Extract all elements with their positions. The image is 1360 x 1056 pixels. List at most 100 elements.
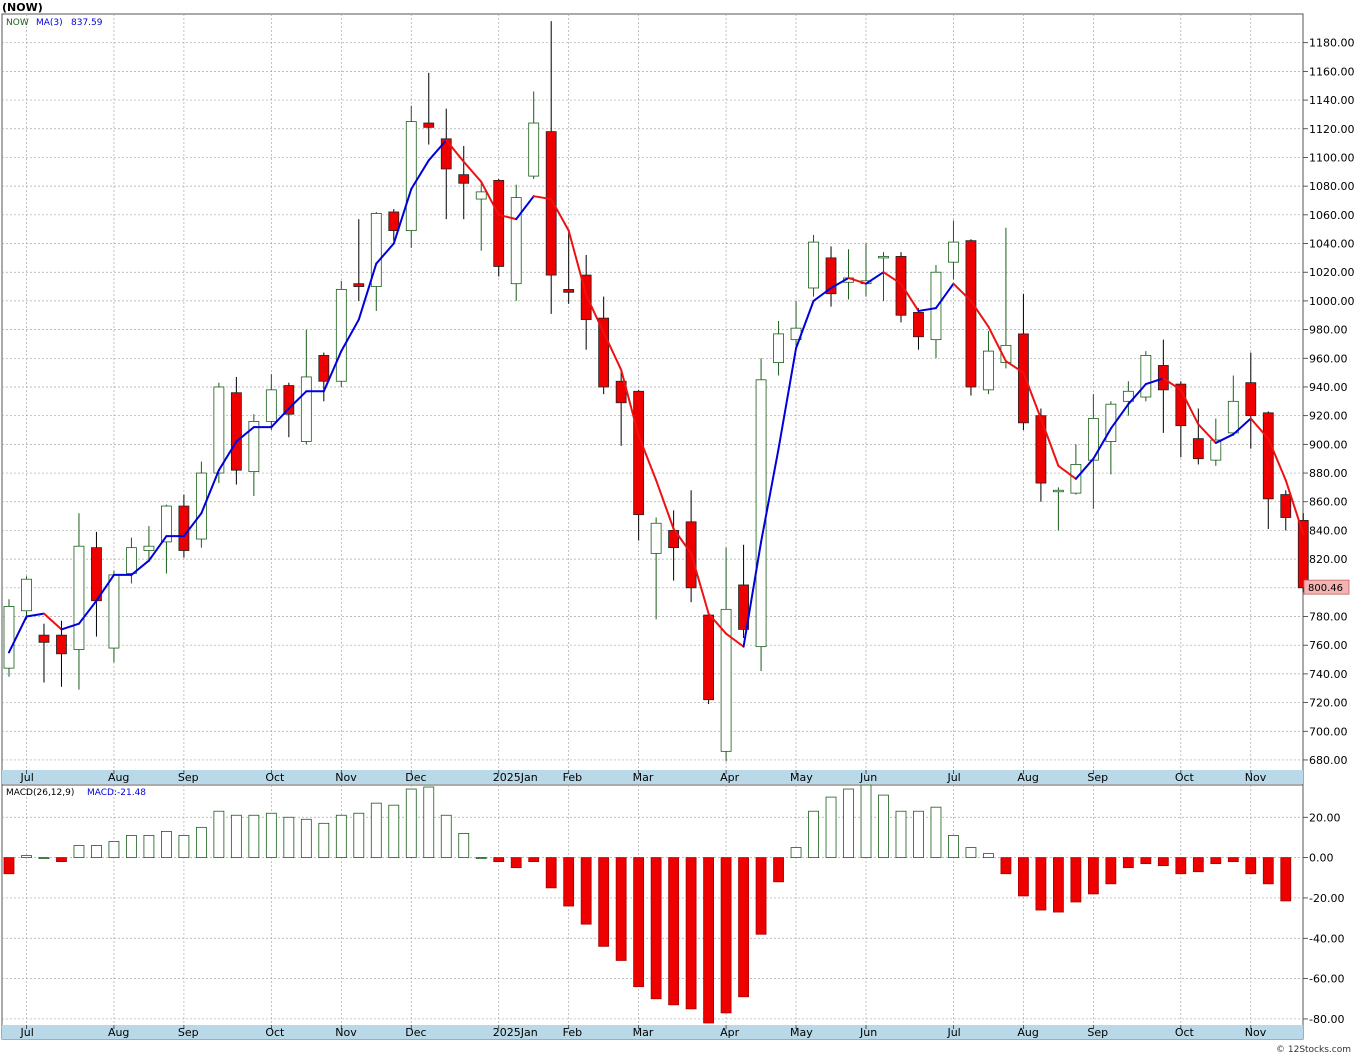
legend-ma-label: MA(3) <box>36 18 63 28</box>
macd-x-tick-label: Jul <box>946 1026 960 1039</box>
ma-segment <box>357 262 378 321</box>
macd-bar-negative <box>633 857 645 988</box>
candle-up <box>73 545 85 650</box>
ma-segment <box>375 242 395 265</box>
macd-bar-positive <box>878 794 889 859</box>
price-y-tick-label: 1160.00 <box>1309 65 1355 78</box>
ma-segment <box>795 299 815 350</box>
macd-y-axis: -80.00 -60.00 -40.00 -20.00 0.00 20.00 <box>1303 811 1344 1026</box>
macd-x-tick-label: Jul <box>19 1026 33 1039</box>
ma-segment <box>1057 464 1077 480</box>
candle-down <box>545 131 557 276</box>
ma-segment <box>952 282 972 302</box>
macd-bar-positive <box>475 857 487 860</box>
ma-segment <box>235 426 255 443</box>
macd-x-tick-label: 2025Jan <box>493 1026 538 1039</box>
macd-x-tick-label: Apr <box>720 1026 740 1039</box>
ma-segment <box>987 325 1007 363</box>
ma-segment <box>1232 417 1252 436</box>
price-y-tick-label: 780.00 <box>1309 611 1348 624</box>
macd-bar-positive <box>860 784 872 859</box>
candle-down <box>1192 438 1204 460</box>
macd-bar-negative <box>1280 857 1292 902</box>
macd-bar-negative <box>615 857 627 961</box>
candle-down <box>563 289 575 293</box>
ma-segment <box>760 447 780 543</box>
macd-bar-positive <box>388 804 400 859</box>
ma-segment <box>515 195 535 221</box>
candle-down <box>178 505 190 551</box>
price-panel: 680.00 700.00 720.00 740.00 760.00 780.00 800.… <box>1 13 1355 786</box>
macd-bar-negative <box>493 857 505 863</box>
macd-x-axis: Jul Aug Sep Oct Nov Dec 2025Jan Feb Mar Apr May Jun… <box>19 1025 1267 1039</box>
macd-bar-positive <box>423 786 435 859</box>
macd-bar-positive <box>38 857 50 860</box>
candle-up <box>335 289 347 382</box>
ma-segment <box>1004 360 1025 374</box>
price-y-tick-label: 1080.00 <box>1309 180 1355 193</box>
price-x-tick-label: Sep <box>1087 771 1108 784</box>
candle-down <box>91 547 102 602</box>
macd-bar-negative <box>1087 857 1099 895</box>
ma-segment <box>707 612 728 635</box>
ma-segment <box>532 195 553 201</box>
candle-down <box>423 122 435 128</box>
candle-down <box>1297 519 1309 589</box>
ma-segment <box>410 159 430 191</box>
macd-bar-positive <box>965 847 977 859</box>
ma-segment <box>725 632 745 648</box>
macd-bar-positive <box>843 788 854 859</box>
macd-x-axis-band <box>2 1025 1303 1039</box>
macd-bar-negative <box>1210 857 1222 865</box>
macd-bar-negative <box>528 857 540 863</box>
ma-segment <box>270 407 290 429</box>
price-x-tick-label: Oct <box>1175 771 1195 784</box>
candle-down <box>965 240 977 388</box>
macd-bar-negative <box>1175 857 1187 875</box>
price-x-tick-label: Feb <box>563 771 582 784</box>
candle-down <box>493 180 505 267</box>
macd-bar-positive <box>948 835 959 859</box>
macd-bar-negative <box>1122 857 1134 869</box>
ma-segment <box>969 299 990 328</box>
price-panel-frame <box>1 13 1304 786</box>
macd-bar-positive <box>335 814 347 859</box>
candle-up <box>161 505 172 543</box>
macd-bar-negative <box>738 857 749 998</box>
macd-bar-positive <box>790 847 802 859</box>
macd-bar-negative <box>720 857 732 1014</box>
macd-bar-positive <box>283 816 295 859</box>
candle-up <box>370 213 382 287</box>
price-y-tick-label: 680.00 <box>1309 754 1348 767</box>
macd-panel: -80.00 -60.00 -40.00 -20.00 0.00 20.00 Jul Aug… <box>1 784 1344 1040</box>
candle-down <box>283 385 295 415</box>
candle-up <box>528 122 540 177</box>
price-x-tick-label: Aug <box>1017 771 1038 784</box>
macd-bar-positive <box>440 814 452 859</box>
price-x-tick-label: Aug <box>108 771 129 784</box>
price-y-tick-label: 1180.00 <box>1309 37 1355 50</box>
macd-bar-negative <box>1053 857 1064 913</box>
macd-bar-positive <box>178 835 190 859</box>
candle-up <box>808 241 819 289</box>
macd-y-tick-label: -40.00 <box>1309 932 1344 945</box>
ma-segment <box>934 282 955 310</box>
ma-segment <box>392 188 413 245</box>
ma-segment <box>25 612 45 618</box>
ma-segment <box>1039 417 1060 467</box>
ma-segment <box>1092 427 1112 460</box>
price-legend: NOW MA(3) 837.59 <box>6 18 103 28</box>
price-y-tick-label: 940.00 <box>1309 381 1348 394</box>
ma-segment <box>322 350 343 393</box>
ma-segment <box>1127 383 1147 406</box>
candle-up <box>475 191 487 200</box>
macd-bar-negative <box>545 857 557 889</box>
macd-bar-positive <box>91 845 102 859</box>
ma-segment <box>812 286 833 302</box>
macd-y-tick-label: -20.00 <box>1309 892 1344 905</box>
last-price-tag-box <box>1303 579 1350 595</box>
candle-down <box>388 211 400 232</box>
candle-up <box>1053 489 1064 493</box>
candle-down <box>230 392 242 471</box>
ma-segment <box>1249 417 1270 440</box>
